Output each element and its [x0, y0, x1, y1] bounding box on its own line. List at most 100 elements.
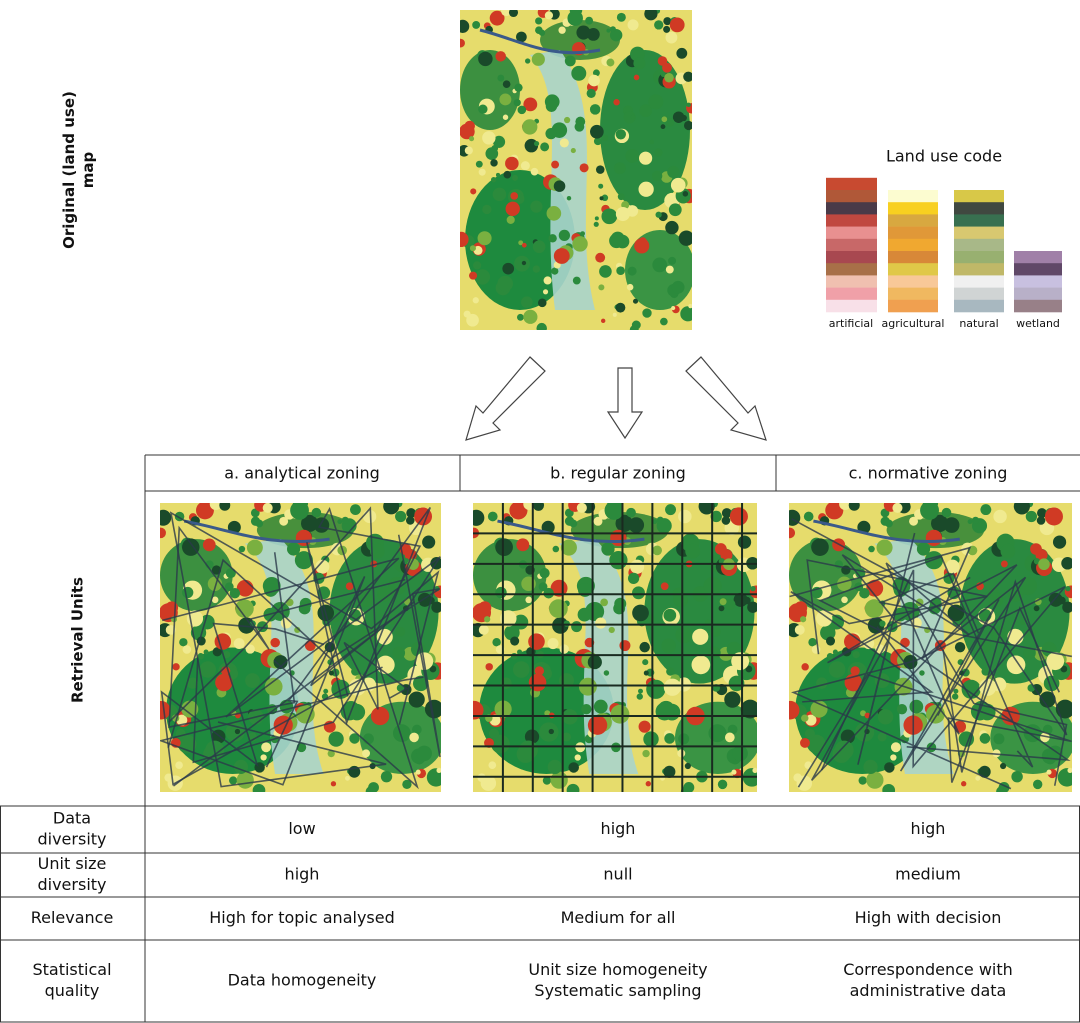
land-patch [652, 519, 658, 525]
land-patch [662, 62, 672, 73]
land-patch [505, 201, 520, 217]
land-patch [545, 100, 558, 112]
land-patch [610, 529, 627, 547]
land-patch [328, 670, 334, 676]
land-patch [575, 116, 586, 127]
land-patch [636, 693, 643, 700]
land-patch [592, 69, 600, 77]
land-patch [422, 535, 436, 549]
land-patch [993, 733, 1005, 745]
land-patch [473, 700, 484, 720]
land-patch [664, 73, 674, 83]
land-patch [683, 71, 692, 82]
land-patch [547, 759, 562, 775]
land-patch [488, 728, 500, 739]
land-patch [632, 298, 639, 304]
land-patch [728, 675, 745, 692]
land-patch [473, 509, 485, 526]
land-patch [649, 139, 655, 145]
land-patch [578, 677, 597, 696]
land-patch [721, 516, 731, 525]
cell: high [601, 819, 636, 838]
land-patch [522, 119, 538, 135]
legend-swatch [954, 263, 1004, 276]
land-patch [182, 645, 192, 654]
land-patch [290, 503, 309, 520]
land-patch [826, 652, 834, 660]
zone-boundary [169, 511, 440, 788]
land-patch [413, 675, 429, 692]
land-patch [202, 538, 216, 552]
land-patch [615, 206, 630, 222]
map [789, 503, 1072, 792]
land-patch [366, 596, 373, 603]
column-header: c. normative zoning [849, 464, 1008, 483]
land-patch [661, 638, 677, 654]
zone-boundary [791, 518, 1068, 773]
land-patch [551, 267, 559, 275]
land-patch [665, 265, 674, 274]
row-label: diversity [37, 875, 106, 894]
land-patch [460, 123, 475, 140]
zone-boundary [818, 555, 1071, 768]
land-patch [799, 616, 807, 623]
land-patch [412, 724, 422, 735]
land-patch [961, 781, 967, 787]
land-patch [286, 542, 301, 556]
land-patch [497, 74, 505, 82]
land-patch [311, 507, 322, 518]
legend-swatch [826, 226, 877, 240]
land-patch [677, 749, 686, 758]
land-patch [1060, 665, 1068, 673]
land-patch [345, 582, 354, 591]
land-patch [801, 714, 809, 722]
land-patch [589, 104, 601, 115]
land-patch [642, 749, 650, 758]
land-patch [1036, 516, 1046, 525]
land-patch [160, 509, 172, 526]
land-patch [549, 599, 568, 618]
land-patch [737, 535, 752, 549]
cell: high [911, 819, 946, 838]
land-patch [665, 504, 677, 516]
land-patch [616, 266, 625, 276]
land-patch [246, 539, 263, 556]
land-patch [196, 503, 214, 520]
land-patch [678, 230, 692, 246]
land-patch [680, 786, 692, 792]
zone-boundary [167, 534, 441, 758]
land-patch [590, 124, 604, 139]
land-patch [469, 271, 478, 280]
land-patch [525, 596, 533, 604]
land-patch [882, 783, 896, 792]
land-patch [517, 649, 523, 655]
land-patch [705, 619, 711, 626]
land-patch [370, 543, 385, 559]
land-patch [520, 161, 530, 171]
land-patch [513, 99, 521, 107]
land-patch [492, 638, 501, 647]
legend-swatch [826, 287, 877, 301]
land-patch [598, 183, 604, 189]
legend-swatch [826, 202, 877, 215]
land-patch [577, 607, 592, 622]
land-patch [931, 514, 949, 532]
land-patch [879, 620, 886, 627]
land-patch [801, 663, 809, 671]
land-patch [601, 542, 615, 556]
land-patch [626, 283, 634, 291]
land-patch [581, 704, 592, 715]
land-patch [223, 651, 231, 659]
legend-title: Land use code [886, 147, 1002, 166]
land-patch [625, 148, 640, 163]
land-patch [976, 638, 992, 654]
land-patch [523, 309, 538, 324]
land-patch [642, 308, 652, 318]
land-patch [587, 655, 602, 670]
land-patch [750, 585, 756, 592]
land-patch [1000, 543, 1016, 559]
land-patch [542, 776, 552, 785]
legend-swatch [1014, 299, 1062, 313]
land-patch [684, 762, 691, 770]
